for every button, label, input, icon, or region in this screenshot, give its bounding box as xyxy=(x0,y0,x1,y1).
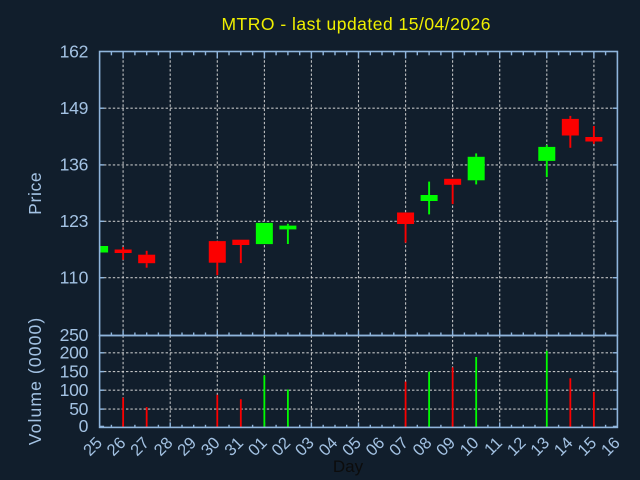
svg-text:162: 162 xyxy=(60,41,89,61)
svg-text:110: 110 xyxy=(60,267,89,287)
svg-text:Price: Price xyxy=(25,172,45,215)
svg-text:150: 150 xyxy=(60,361,89,381)
svg-text:Day: Day xyxy=(333,457,364,476)
svg-text:136: 136 xyxy=(60,155,89,175)
svg-text:MTRO - last updated 15/04/2026: MTRO - last updated 15/04/2026 xyxy=(222,14,491,34)
svg-text:Volume (0000): Volume (0000) xyxy=(25,318,45,446)
svg-text:149: 149 xyxy=(60,98,89,118)
svg-text:100: 100 xyxy=(60,380,89,400)
svg-text:0: 0 xyxy=(79,416,89,436)
svg-text:123: 123 xyxy=(60,211,89,231)
svg-text:50: 50 xyxy=(69,399,88,419)
svg-text:250: 250 xyxy=(60,325,89,345)
svg-text:200: 200 xyxy=(60,343,89,363)
